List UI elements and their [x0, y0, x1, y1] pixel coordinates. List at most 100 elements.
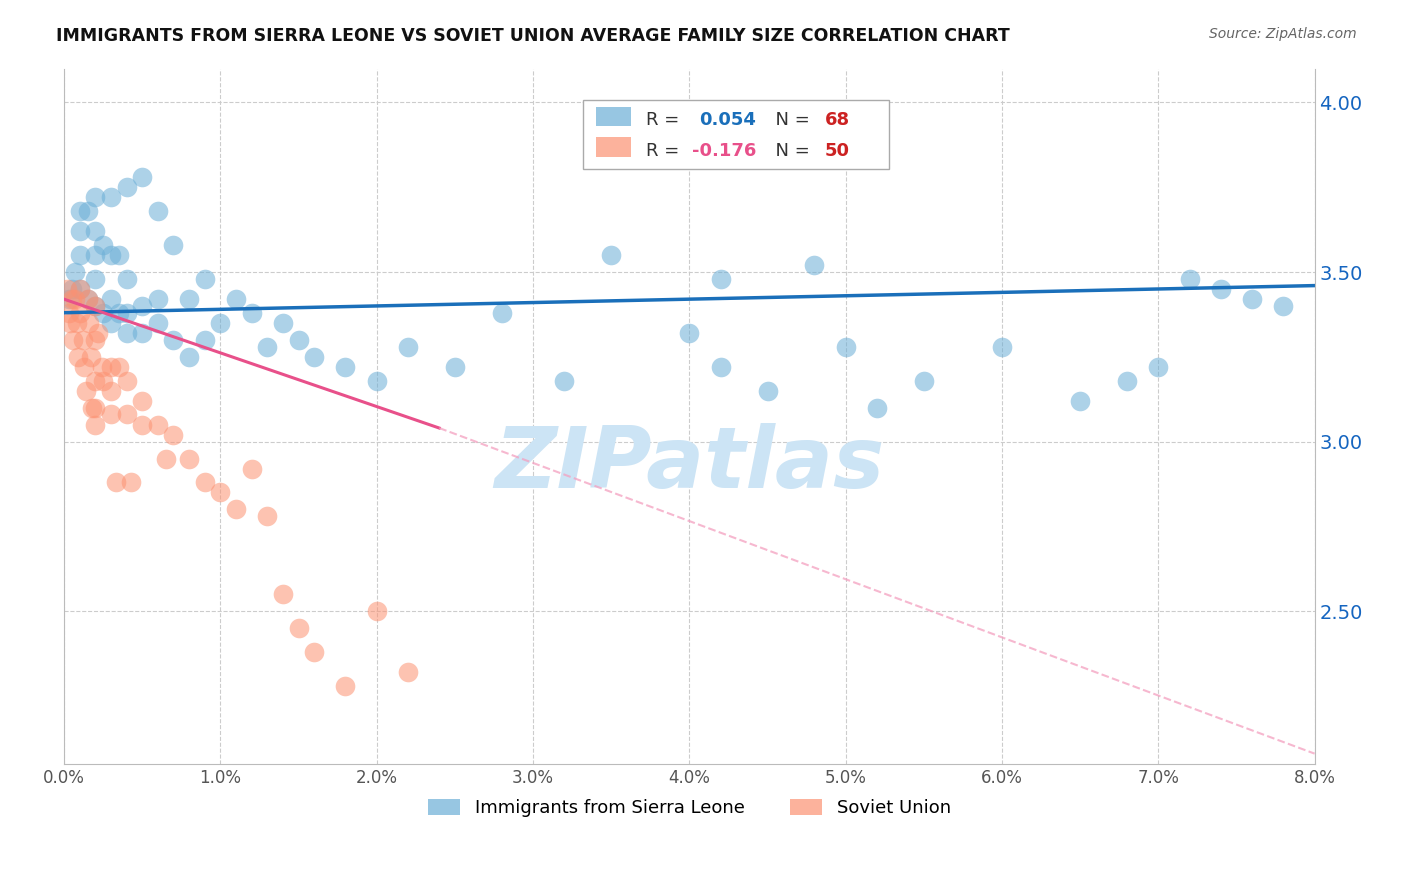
Point: [100, 359, 122, 374]
FancyBboxPatch shape: [596, 137, 630, 157]
Point: [302, 350, 325, 364]
FancyBboxPatch shape: [596, 107, 630, 127]
Point: [104, 475, 127, 490]
Point: [60, 292, 83, 306]
Text: R =: R =: [645, 111, 685, 129]
Point: [100, 316, 122, 330]
Point: [84, 299, 107, 313]
Point: [1069, 393, 1091, 408]
Point: [91, 306, 114, 320]
Point: [131, 169, 153, 184]
Text: IMMIGRANTS FROM SIERRA LEONE VS SOVIET UNION AVERAGE FAMILY SIZE CORRELATION CHA: IMMIGRANTS FROM SIERRA LEONE VS SOVIET U…: [56, 27, 1010, 45]
Point: [58, 306, 80, 320]
Point: [90, 359, 112, 374]
Point: [79, 350, 101, 364]
Point: [444, 359, 467, 374]
Point: [115, 374, 138, 388]
Point: [225, 292, 247, 306]
Point: [991, 340, 1014, 354]
Point: [366, 374, 388, 388]
Point: [1147, 359, 1170, 374]
Point: [1241, 292, 1264, 306]
Point: [600, 248, 623, 262]
Point: [271, 316, 294, 330]
Point: [1209, 282, 1232, 296]
Point: [131, 393, 153, 408]
Point: [62, 333, 84, 347]
Point: [82, 401, 104, 415]
Point: [834, 340, 856, 354]
Text: N =: N =: [765, 142, 815, 160]
Point: [146, 204, 169, 219]
Point: [115, 272, 138, 286]
Point: [69, 224, 91, 238]
Point: [131, 417, 153, 432]
Point: [155, 451, 177, 466]
Point: [131, 326, 153, 340]
Point: [115, 326, 138, 340]
Point: [209, 316, 232, 330]
Point: [60, 282, 83, 296]
Point: [91, 238, 114, 252]
Point: [107, 359, 129, 374]
Text: Source: ZipAtlas.com: Source: ZipAtlas.com: [1209, 27, 1357, 41]
Point: [710, 272, 733, 286]
Point: [1178, 272, 1201, 286]
Point: [72, 333, 94, 347]
Point: [396, 665, 419, 680]
Point: [287, 621, 309, 635]
Point: [73, 359, 96, 374]
Text: ZIPatlas: ZIPatlas: [495, 424, 884, 507]
Point: [107, 248, 129, 262]
Text: -0.176: -0.176: [692, 142, 756, 160]
Text: 68: 68: [824, 111, 849, 129]
Point: [710, 359, 733, 374]
Point: [256, 340, 278, 354]
Point: [69, 306, 91, 320]
Point: [366, 604, 388, 618]
Point: [271, 587, 294, 601]
Legend: Immigrants from Sierra Leone, Soviet Union: Immigrants from Sierra Leone, Soviet Uni…: [420, 791, 957, 824]
Point: [1272, 299, 1295, 313]
Point: [100, 248, 122, 262]
Point: [59, 316, 82, 330]
Point: [84, 224, 107, 238]
Point: [162, 427, 184, 442]
Point: [75, 384, 97, 398]
Point: [69, 282, 91, 296]
Point: [84, 272, 107, 286]
FancyBboxPatch shape: [583, 100, 890, 169]
Text: 50: 50: [824, 142, 849, 160]
Text: R =: R =: [645, 142, 685, 160]
Point: [912, 374, 935, 388]
Point: [107, 306, 129, 320]
Point: [100, 292, 122, 306]
Point: [115, 180, 138, 194]
Point: [58, 292, 80, 306]
Point: [866, 401, 889, 415]
Point: [63, 292, 86, 306]
Point: [803, 258, 825, 272]
Point: [84, 417, 107, 432]
Point: [69, 282, 91, 296]
Point: [1116, 374, 1139, 388]
Point: [131, 299, 153, 313]
Point: [553, 374, 575, 388]
Point: [146, 417, 169, 432]
Point: [240, 461, 263, 475]
Point: [84, 299, 107, 313]
Point: [162, 238, 184, 252]
Point: [115, 408, 138, 422]
Point: [162, 333, 184, 347]
Point: [76, 292, 98, 306]
Point: [84, 248, 107, 262]
Point: [179, 350, 201, 364]
Point: [225, 502, 247, 516]
Point: [256, 509, 278, 524]
Point: [146, 316, 169, 330]
Point: [335, 359, 357, 374]
Point: [179, 451, 201, 466]
Point: [84, 374, 107, 388]
Point: [120, 475, 142, 490]
Text: N =: N =: [765, 111, 815, 129]
